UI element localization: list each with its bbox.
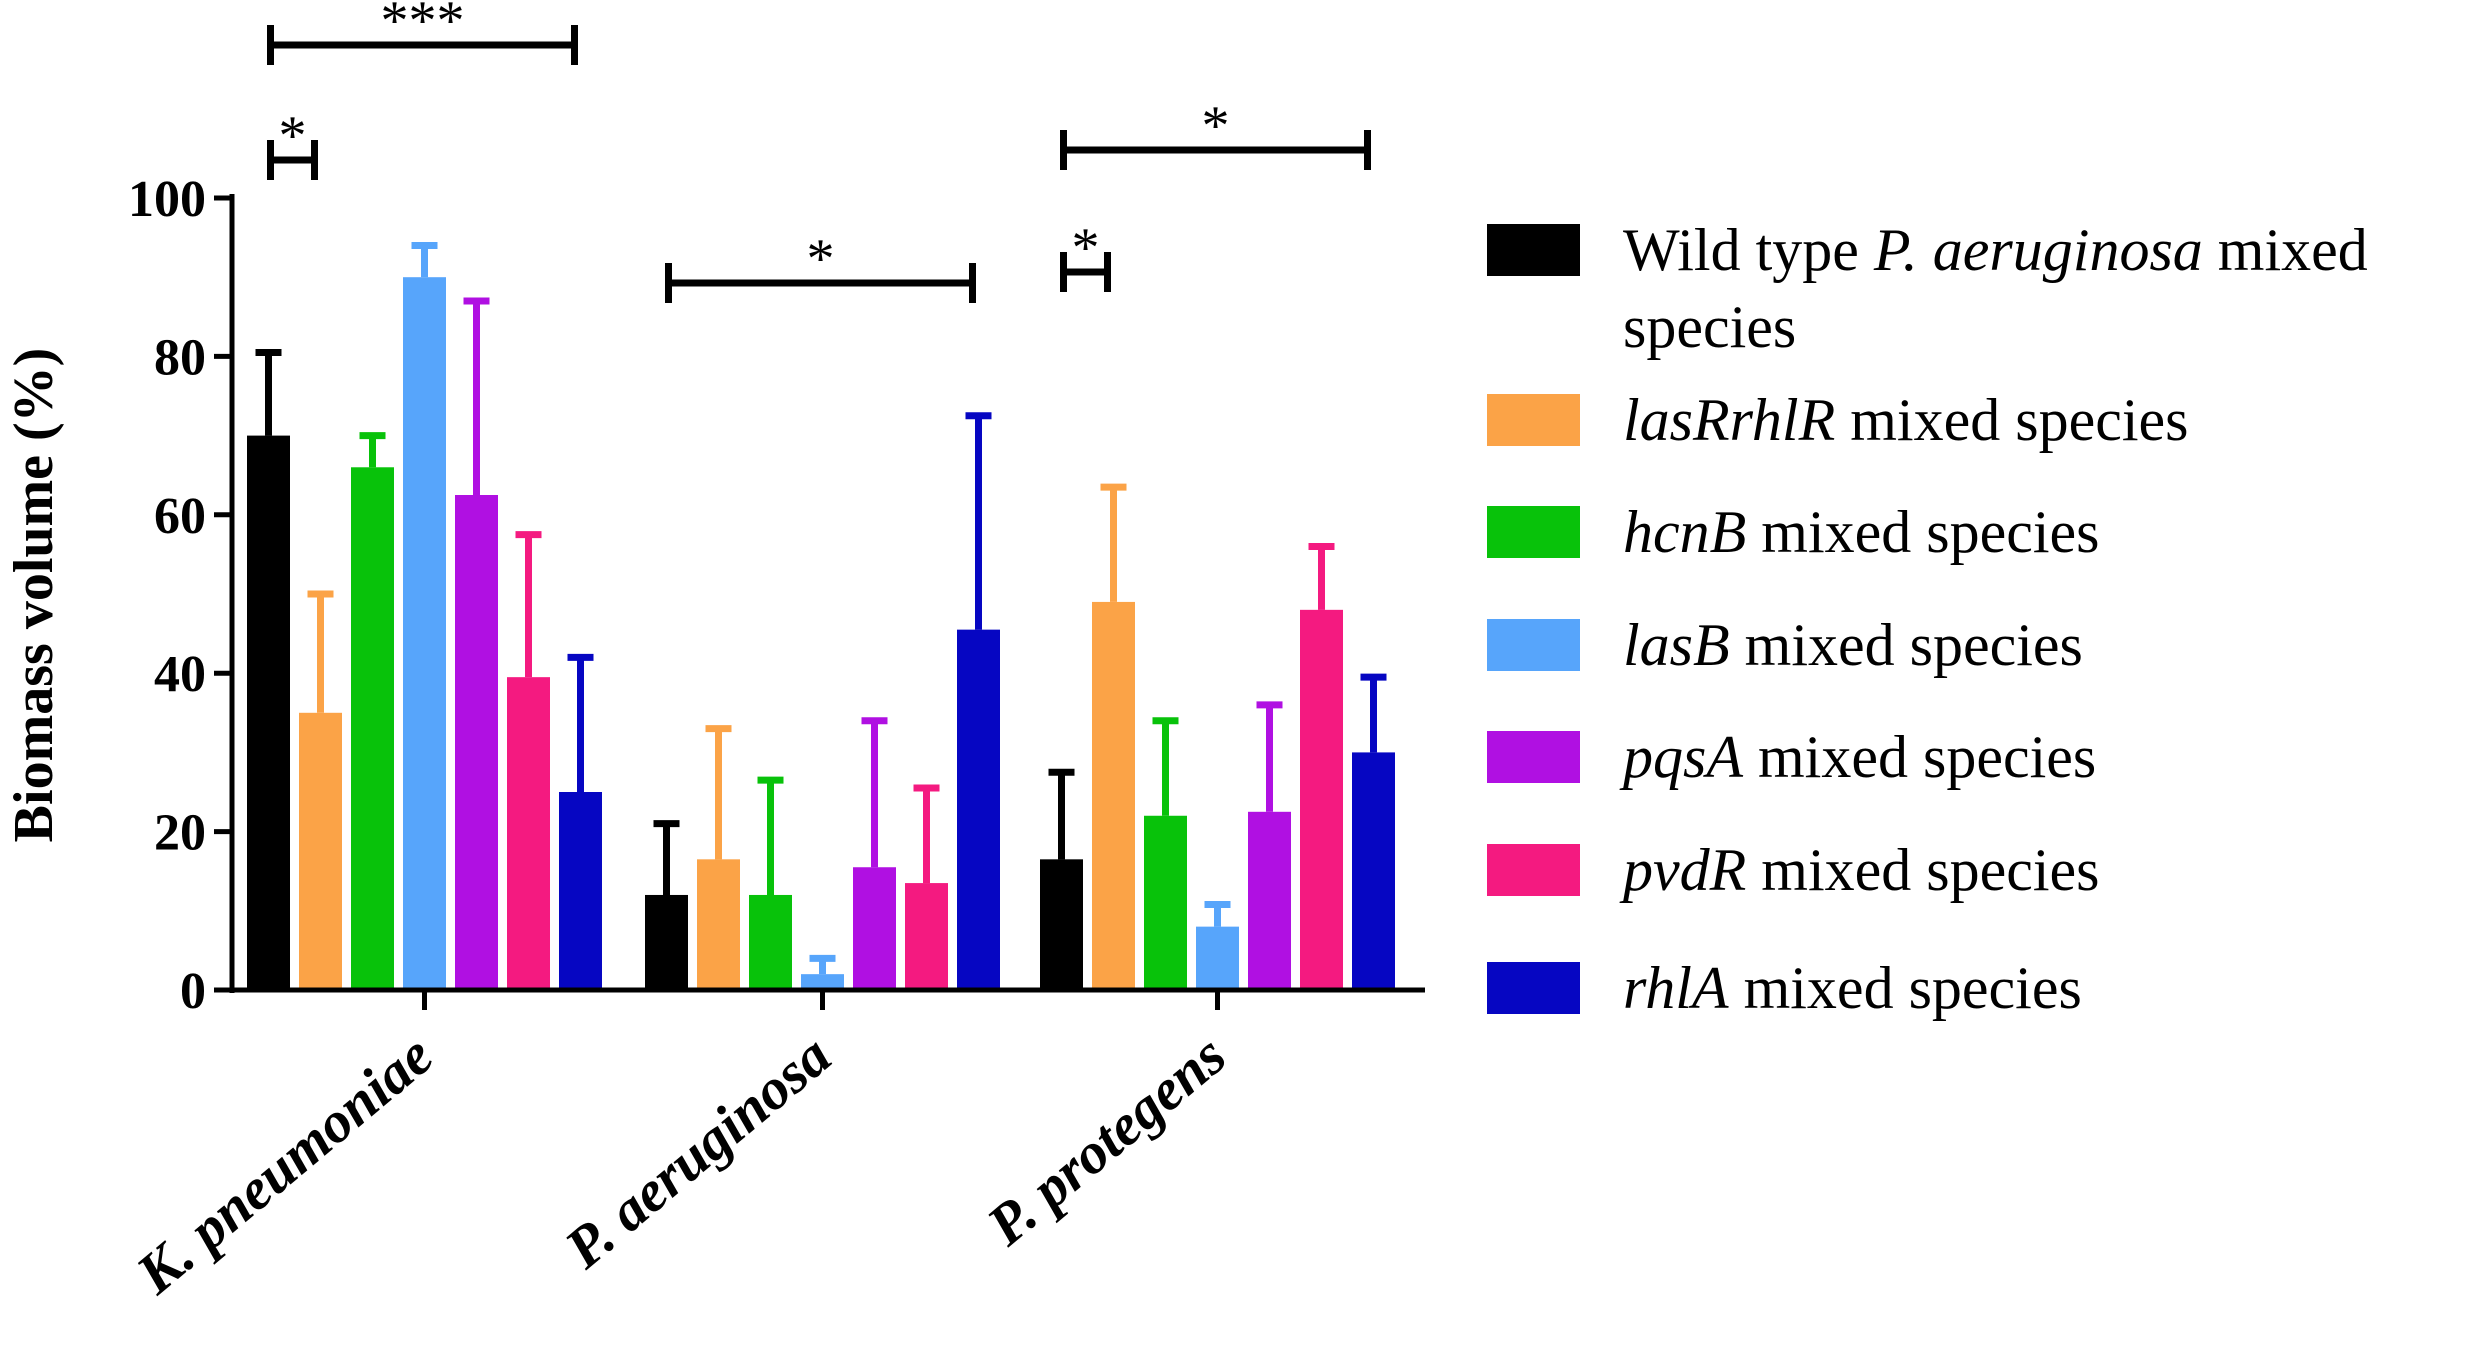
- bar: [1196, 926, 1239, 990]
- x-tick-label: K. pneumoniae: [123, 1022, 445, 1307]
- legend-label: pqsA mixed species: [1619, 724, 2096, 790]
- bar: [853, 867, 896, 990]
- bar: [645, 894, 688, 990]
- x-tick-label: P. aeruginosa: [552, 1022, 843, 1281]
- legend-label: hcnB mixed species: [1623, 499, 2100, 565]
- bar: [697, 859, 740, 990]
- legend-swatch: [1487, 619, 1580, 671]
- bar: [1040, 859, 1083, 990]
- legend-label: lasRrhlR mixed species: [1623, 387, 2189, 453]
- bar: [957, 629, 1000, 990]
- bar: [351, 467, 394, 990]
- bar: [801, 974, 844, 990]
- bar: [1248, 811, 1291, 990]
- legend-label: rhlA mixed species: [1623, 955, 2082, 1021]
- legend-label: lasB mixed species: [1623, 612, 2083, 678]
- y-axis-label: Biomass volume (%): [3, 348, 65, 843]
- legend-swatch: [1487, 731, 1580, 783]
- bar: [299, 712, 342, 990]
- bar: [507, 677, 550, 990]
- y-tick-label: 0: [180, 963, 206, 1020]
- bar: [905, 883, 948, 990]
- bar: [1300, 609, 1343, 990]
- significance-label: *: [807, 228, 835, 290]
- legend-swatch: [1487, 844, 1580, 896]
- bar: [1352, 752, 1395, 990]
- bar: [559, 792, 602, 990]
- bar: [1144, 815, 1187, 990]
- y-tick-label: 20: [154, 805, 206, 862]
- significance-label: ***: [381, 0, 465, 52]
- bar: [455, 495, 498, 990]
- legend-label-line2: species: [1623, 294, 1796, 360]
- bar: [1092, 601, 1135, 990]
- y-tick-label: 80: [154, 329, 206, 386]
- y-tick-label: 100: [128, 171, 206, 228]
- legend-swatch: [1487, 962, 1580, 1014]
- significance-label: *: [279, 105, 307, 167]
- significance-label: *: [1072, 217, 1100, 279]
- legend-swatch: [1487, 394, 1580, 446]
- bar: [403, 277, 446, 990]
- legend-label: pvdR mixed species: [1619, 837, 2100, 903]
- bar: [749, 894, 792, 990]
- legend-swatch: [1487, 506, 1580, 558]
- y-tick-label: 60: [154, 488, 206, 545]
- legend-label: Wild type P. aeruginosa mixed: [1623, 217, 2368, 283]
- x-tick-label: P. protegens: [974, 1022, 1238, 1258]
- bar: [247, 435, 290, 991]
- significance-label: *: [1202, 95, 1230, 157]
- legend-swatch: [1487, 224, 1580, 276]
- y-tick-label: 40: [154, 646, 206, 703]
